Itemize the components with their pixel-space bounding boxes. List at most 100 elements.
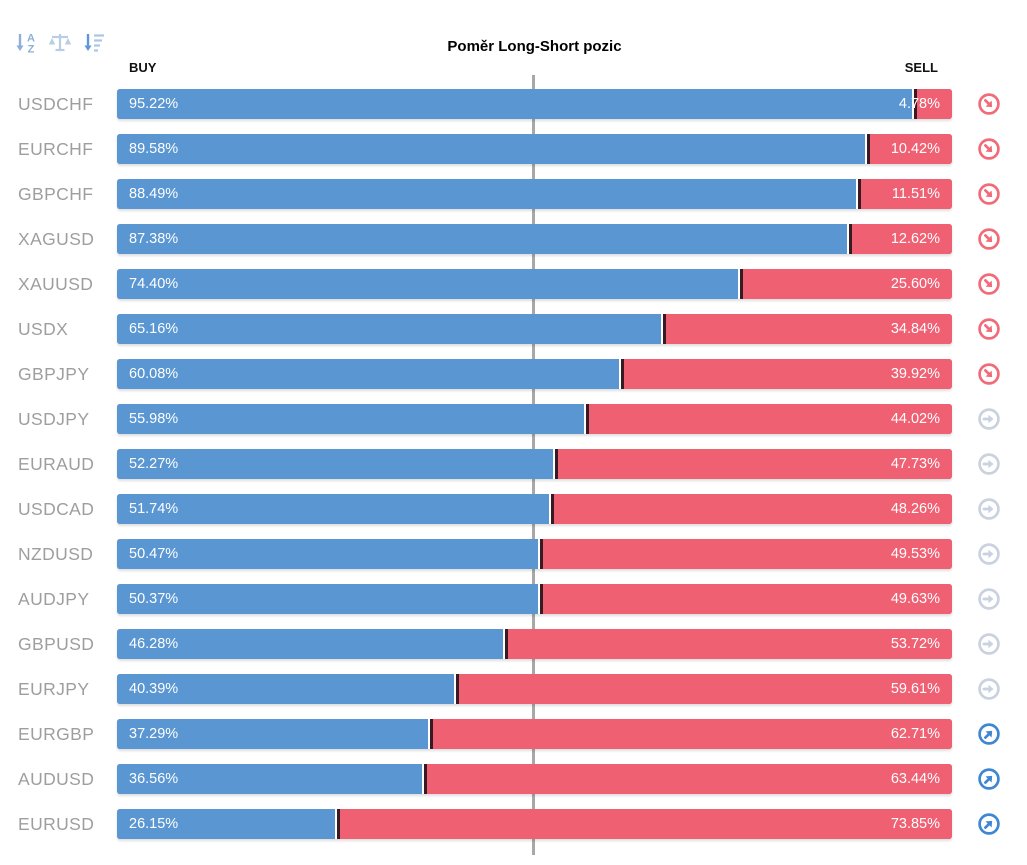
buy-bar-segment: 40.39% [117,674,455,704]
trend-flat-icon[interactable] [977,587,1001,611]
buy-bar-segment: 46.28% [117,629,504,659]
long-short-bar: 46.28% 53.72% [117,629,952,659]
balance-scale-icon [46,29,74,57]
sell-value-label: 39.92% [890,366,940,382]
trend-flat-icon[interactable] [977,407,1001,431]
long-short-bar: 65.16% 34.84% [117,314,952,344]
symbol-label: NZDUSD [18,544,94,564]
sell-value-label: 49.63% [890,591,940,607]
segment-gap [454,674,457,704]
segment-divider [586,404,590,434]
buy-value-label: 40.39% [129,681,179,697]
buy-value-label: 51.74% [129,501,179,517]
ratio-row: EURAUD 52.27% 47.73% [0,449,1027,479]
trend-down-icon[interactable] [977,137,1001,161]
trend-up-icon[interactable] [977,812,1001,836]
trend-down-icon[interactable] [977,362,1001,386]
trend-down-icon[interactable] [977,227,1001,251]
sell-value-label: 53.72% [890,636,940,652]
buy-value-label: 95.22% [129,96,179,112]
segment-gap [537,584,540,614]
symbol-label: XAGUSD [18,229,95,249]
sell-value-label: 63.44% [890,771,940,787]
segment-gap [503,629,506,659]
symbol-label: USDX [18,319,69,339]
buy-bar-segment: 89.58% [117,134,865,164]
segment-divider [424,764,428,794]
long-short-bar: 89.58% 10.42% [117,134,952,164]
long-short-bar: 36.56% 63.44% [117,764,952,794]
trend-flat-icon[interactable] [977,497,1001,521]
ratio-row: XAGUSD 87.38% 12.62% [0,224,1027,254]
symbol-label: EURUSD [18,814,95,834]
buy-value-label: 89.58% [129,141,179,157]
ratio-row: AUDJPY 50.37% 49.63% [0,584,1027,614]
long-short-bar: 50.47% 49.53% [117,539,952,569]
sell-bar-segment: 63.44% [427,764,952,794]
trend-up-icon[interactable] [977,722,1001,746]
segment-gap [422,764,425,794]
sell-bar-segment: 53.72% [508,629,952,659]
sell-bar-segment: 10.42% [869,134,952,164]
sell-bar-segment: 49.63% [542,584,952,614]
segment-divider [663,314,667,344]
buy-value-label: 52.27% [129,456,179,472]
sell-bar-segment: 4.78% [899,89,952,119]
buy-bar-segment: 36.56% [117,764,423,794]
segment-divider [857,179,861,209]
sort-amount-icon [80,29,108,57]
trend-down-icon[interactable] [977,317,1001,341]
segment-divider [848,224,852,254]
long-short-bar: 74.40% 25.60% [117,269,952,299]
sell-value-label: 44.02% [890,411,940,427]
sell-bar-segment: 48.26% [554,494,952,524]
trend-down-icon[interactable] [977,182,1001,206]
ratio-row: XAUUSD 74.40% 25.60% [0,269,1027,299]
segment-gap [864,134,867,164]
buy-bar-segment: 50.37% [117,584,538,614]
segment-divider [740,269,744,299]
sell-bar-segment: 47.73% [558,449,952,479]
segment-gap [661,314,664,344]
ratio-row: GBPUSD 46.28% 53.72% [0,629,1027,659]
buy-value-label: 65.16% [129,321,179,337]
sell-value-label: 49.53% [890,546,940,562]
segment-gap [912,89,915,119]
symbol-label: EURAUD [18,454,95,474]
segment-gap [428,719,431,749]
segment-divider [551,494,555,524]
ratio-row: USDJPY 55.98% 44.02% [0,404,1027,434]
buy-value-label: 74.40% [129,276,179,292]
trend-flat-icon[interactable] [977,677,1001,701]
buy-bar-segment: 60.08% [117,359,619,389]
sell-value-label: 34.84% [890,321,940,337]
segment-gap [553,449,556,479]
svg-text:A: A [27,33,35,45]
buy-bar-segment: 52.27% [117,449,554,479]
symbol-label: AUDUSD [18,769,95,789]
buy-bar-segment: 37.29% [117,719,429,749]
sell-column-header: SELL [904,60,938,75]
ratio-row: GBPCHF 88.49% 11.51% [0,179,1027,209]
buy-bar-segment: 88.49% [117,179,856,209]
sort-alphabetical-button[interactable]: A Z [12,29,40,57]
ratio-row: EURCHF 89.58% 10.42% [0,134,1027,164]
ratio-row: NZDUSD 50.47% 49.53% [0,539,1027,569]
segment-divider [866,134,870,164]
sort-amount-button[interactable] [80,29,108,57]
long-short-bar: 95.22% 4.78% [117,89,952,119]
ratio-row: USDCAD 51.74% 48.26% [0,494,1027,524]
ratio-row: AUDUSD 36.56% 63.44% [0,764,1027,794]
long-short-bar: 51.74% 48.26% [117,494,952,524]
sell-value-label: 25.60% [890,276,940,292]
symbol-label: GBPJPY [18,364,90,384]
trend-down-icon[interactable] [977,92,1001,116]
trend-down-icon[interactable] [977,272,1001,296]
trend-flat-icon[interactable] [977,452,1001,476]
trend-flat-icon[interactable] [977,542,1001,566]
trend-flat-icon[interactable] [977,632,1001,656]
trend-up-icon[interactable] [977,767,1001,791]
sort-balance-button[interactable] [46,29,74,57]
segment-divider [620,359,624,389]
